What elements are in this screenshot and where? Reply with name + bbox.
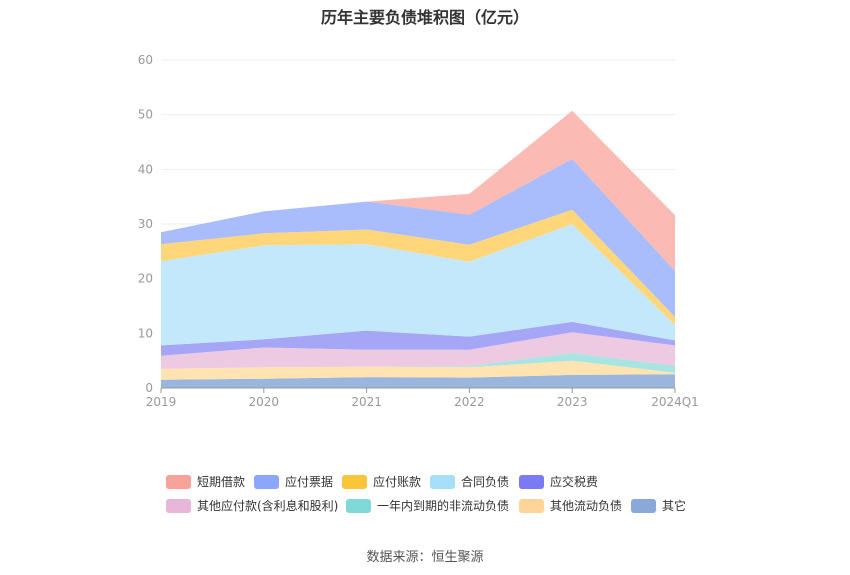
legend-swatch (342, 474, 367, 489)
area-series (161, 353, 675, 373)
legend-label: 合同负债 (461, 475, 510, 489)
legend-item[interactable]: 一年内到期的非流动负债 (346, 497, 509, 514)
legend-item[interactable]: 合同负债 (430, 473, 509, 490)
legend-label: 应付票据 (285, 475, 334, 489)
x-tick-label: 2024Q1 (651, 395, 699, 409)
legend-swatch (166, 474, 191, 489)
legend-label: 短期借款 (197, 475, 246, 489)
legend-label: 其他流动负债 (550, 499, 623, 513)
y-tick-label: 60 (138, 53, 153, 67)
area-series (161, 321, 675, 356)
legend-item[interactable]: 其他流动负债 (519, 497, 622, 514)
chart-title: 历年主要负债堆积图（亿元） (320, 8, 529, 27)
area-series (161, 360, 675, 380)
x-tick-label: 2023 (557, 395, 588, 409)
legend-swatch (166, 498, 191, 513)
legend-item[interactable]: 应付票据 (254, 473, 333, 490)
legend-item[interactable]: 短期借款 (166, 473, 245, 490)
legend-label: 一年内到期的非流动负债 (377, 499, 510, 513)
legend-label: 其他应付款(含利息和股利) (197, 499, 339, 513)
area-series (161, 224, 675, 346)
legend-label: 应付账款 (373, 475, 422, 489)
legend-label: 应交税费 (550, 475, 599, 489)
area-series (161, 374, 675, 388)
y-tick-label: 50 (138, 108, 153, 122)
legend-swatch (519, 474, 544, 489)
legend-item[interactable]: 应交税费 (519, 473, 598, 490)
y-tick-label: 0 (145, 381, 153, 395)
x-tick-label: 2019 (146, 395, 177, 409)
x-tick-label: 2022 (454, 395, 485, 409)
area-series (161, 110, 675, 271)
y-tick-label: 10 (138, 326, 153, 340)
y-tick-label: 20 (138, 272, 153, 286)
x-tick-label: 2021 (351, 395, 382, 409)
legend-swatch (631, 498, 656, 513)
area-series (161, 209, 675, 326)
area-series (161, 158, 675, 317)
legend-swatch (254, 474, 279, 489)
x-tick-label: 2020 (249, 395, 280, 409)
legend-item[interactable]: 应付账款 (342, 473, 421, 490)
legend-label: 其它 (662, 499, 687, 513)
area-series (161, 332, 675, 369)
legend-item[interactable]: 其他应付款(含利息和股利) (166, 497, 338, 514)
data-source-note: 数据来源：恒生聚源 (366, 550, 484, 565)
legend-swatch (519, 498, 544, 513)
legend-item[interactable]: 其它 (631, 497, 686, 514)
legend-swatch (430, 474, 455, 489)
y-tick-label: 40 (138, 162, 153, 176)
legend-swatch (346, 498, 371, 513)
y-tick-label: 30 (138, 217, 153, 231)
